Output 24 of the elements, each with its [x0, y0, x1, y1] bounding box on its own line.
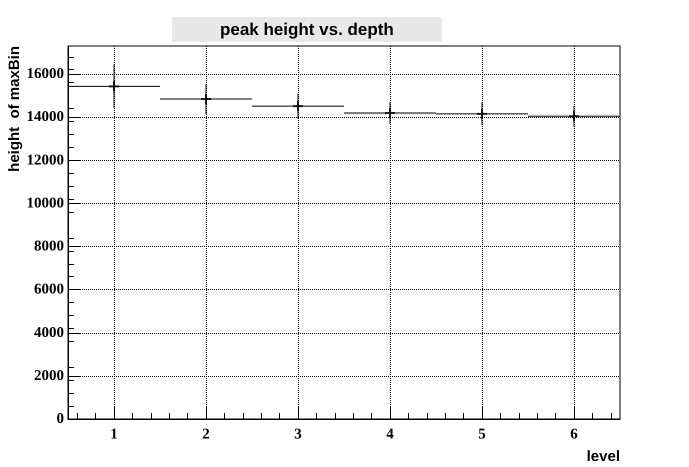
y-tick-label: 12000 — [26, 152, 64, 168]
chart-title: peak height vs. depth — [220, 20, 394, 39]
y-tick-label: 16000 — [26, 66, 64, 82]
y-tick-label: 6000 — [34, 282, 64, 298]
point — [569, 111, 579, 122]
point — [109, 81, 119, 92]
x-tick-label: 4 — [386, 426, 394, 442]
point — [477, 108, 487, 119]
y-tick-label: 8000 — [34, 238, 64, 255]
point — [385, 108, 395, 118]
y-tick-label: 4000 — [34, 324, 64, 341]
y-tick-label: 10000 — [26, 195, 64, 212]
y-tick-label: 2000 — [34, 368, 64, 384]
x-tick-label: 6 — [570, 426, 578, 442]
x-axis-title: level — [586, 448, 620, 465]
point — [293, 101, 303, 112]
y-tick-label: 0 — [56, 411, 64, 427]
point — [201, 94, 211, 104]
y-axis-title: height of maxBin — [6, 46, 23, 172]
x-tick-label: 1 — [110, 426, 118, 442]
x-tick-label: 2 — [202, 426, 210, 442]
x-tick-label: 3 — [294, 426, 302, 442]
x-tick-label: 5 — [478, 426, 486, 442]
y-tick-label: 14000 — [26, 109, 64, 126]
